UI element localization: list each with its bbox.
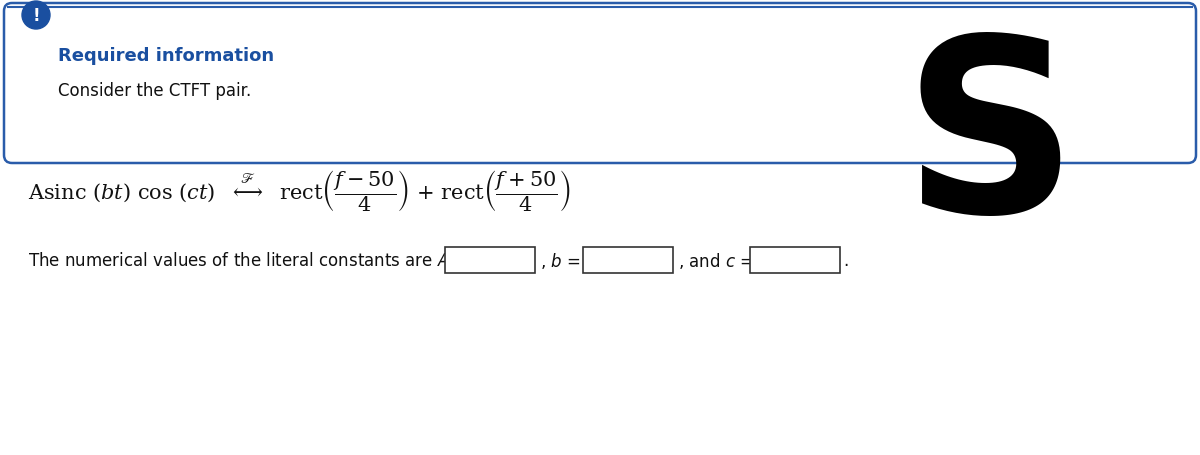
Text: .: . [842, 252, 848, 269]
Circle shape [22, 2, 50, 30]
FancyBboxPatch shape [750, 248, 840, 273]
Text: S: S [902, 28, 1078, 263]
Text: , and $c$ =: , and $c$ = [678, 250, 754, 270]
FancyBboxPatch shape [445, 248, 535, 273]
Text: Required information: Required information [58, 47, 274, 65]
Text: Asinc $\mathit{(bt)}$ cos $\mathit{(ct)}$  $\overset{\mathscr{F}}{\longleftright: Asinc $\mathit{(bt)}$ cos $\mathit{(ct)}… [28, 167, 570, 213]
FancyBboxPatch shape [583, 248, 673, 273]
Text: !: ! [32, 7, 40, 25]
Text: The numerical values of the literal constants are $A$ =: The numerical values of the literal cons… [28, 252, 468, 269]
Text: , $b$ =: , $b$ = [540, 250, 581, 270]
Text: Consider the CTFT pair.: Consider the CTFT pair. [58, 82, 251, 100]
FancyBboxPatch shape [4, 4, 1196, 164]
